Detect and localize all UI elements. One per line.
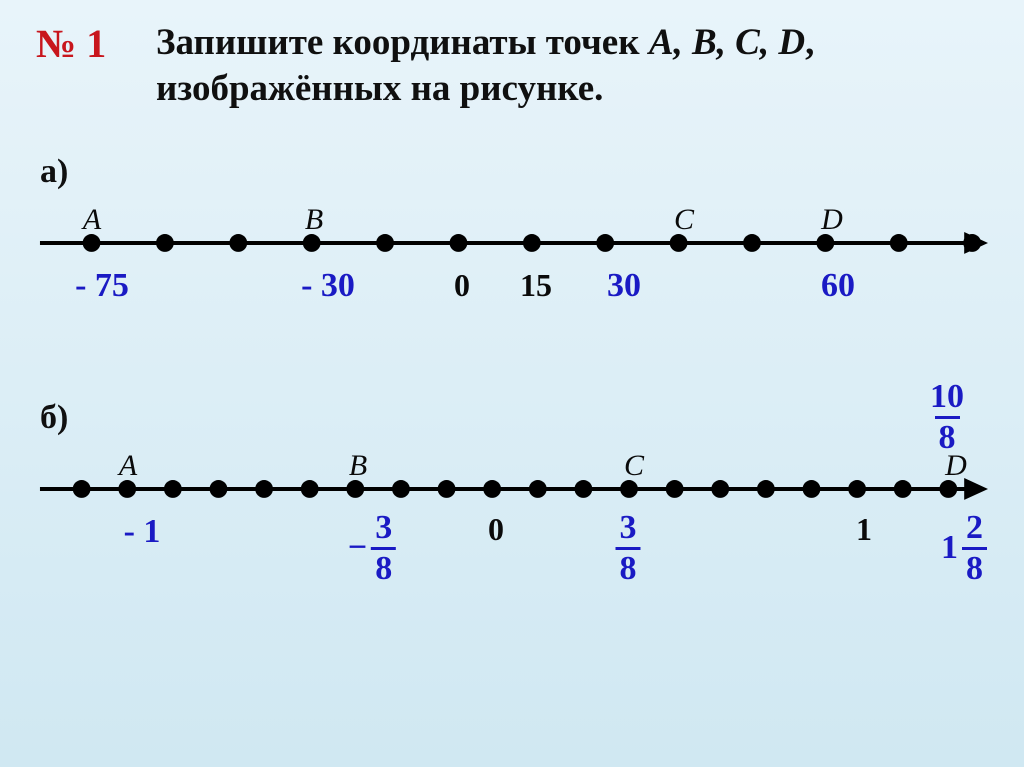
task-title: Запишите координаты точек A, B, C, D, из… xyxy=(156,20,988,113)
answer-value: 60 xyxy=(821,267,855,305)
part-b-label: б) xyxy=(40,399,988,437)
part-a-label: а) xyxy=(40,153,988,191)
title-points: A, B, C, D xyxy=(649,22,805,63)
tick-label: 15 xyxy=(520,267,552,304)
point-label-d: D xyxy=(945,449,967,483)
answer-fraction: 38 xyxy=(616,511,641,586)
tick-label: 1 xyxy=(856,511,872,548)
numberline-a: ABCD015- 75- 303060 xyxy=(36,209,988,319)
answer-value: - 75 xyxy=(75,267,129,305)
point-label-c: C xyxy=(674,203,694,237)
task-number: № 1 xyxy=(36,20,156,67)
answer-mixed: 128 xyxy=(941,511,987,586)
numberline-b: ABCD01- 1−3838128 xyxy=(36,455,988,595)
point-label-b: B xyxy=(349,449,367,483)
point-label-b: B xyxy=(305,203,323,237)
answer-neg-fraction: −38 xyxy=(348,511,396,586)
answer-value: - 30 xyxy=(301,267,355,305)
tick-label: 0 xyxy=(488,511,504,548)
answer-b-top-fraction: 108 xyxy=(926,380,968,455)
tick-label: 0 xyxy=(454,267,470,304)
answer-value: - 1 xyxy=(124,513,161,551)
point-label-c: C xyxy=(624,449,644,483)
point-label-a: A xyxy=(119,449,137,483)
title-part1: Запишите координаты точек xyxy=(156,22,649,63)
point-label-d: D xyxy=(821,203,843,237)
point-label-a: A xyxy=(83,203,101,237)
header-row: № 1 Запишите координаты точек A, B, C, D… xyxy=(36,20,988,113)
answer-value: 30 xyxy=(607,267,641,305)
